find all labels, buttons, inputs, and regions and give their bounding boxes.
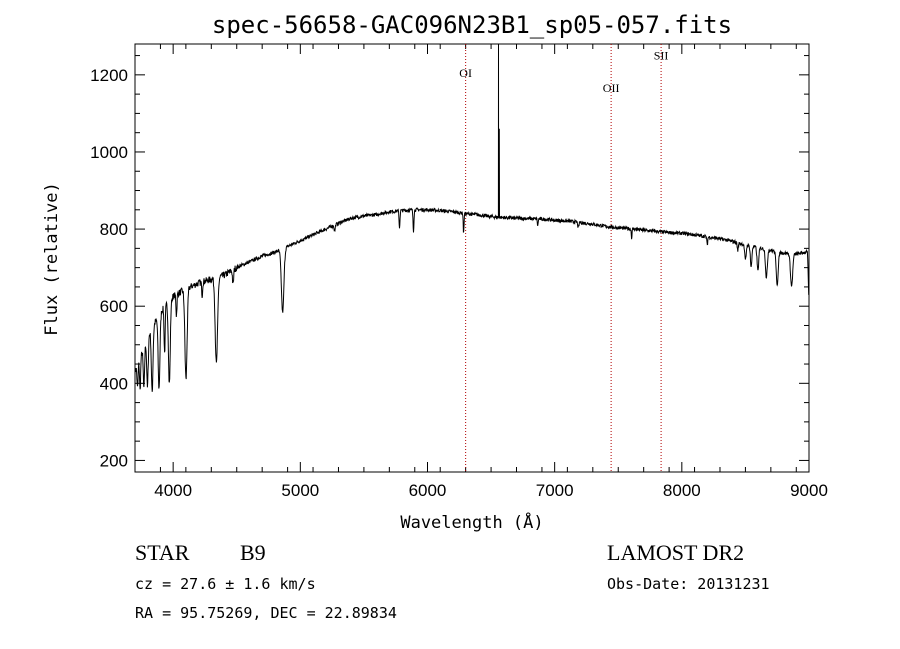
x-tick-label: 4000 [154,481,192,500]
y-tick-label: 200 [100,451,128,470]
plot-frame [134,43,810,473]
x-tick-label: 9000 [790,481,828,500]
object-subclass: B9 [240,540,266,565]
chart-title: spec-56658-GAC096N23B1_sp05-057.fits [212,11,732,39]
y-tick-label: 400 [100,374,128,393]
y-tick-label: 800 [100,220,128,239]
y-axis-label: Flux (relative) [42,182,62,336]
x-tick-label: 8000 [663,481,701,500]
x-tick-labels: 4000 5000 6000 7000 8000 9000 [154,481,828,500]
plot-area: 4000 5000 6000 7000 8000 9000 200 400 600 800 100… [90,43,828,500]
line-marker-label: OII [603,81,620,95]
observation-date: Obs-Date: 20131231 [607,575,770,593]
line-marker-label: SII [654,48,669,62]
y-tick-label: 1000 [90,143,128,162]
y-tick-label: 600 [100,297,128,316]
object-type: STAR [135,540,190,565]
x-tick-label: 6000 [409,481,447,500]
x-tick-label: 7000 [536,481,574,500]
survey-label: LAMOST DR2 [607,540,744,565]
emission-line-markers: OI OII SII [459,44,668,472]
redshift-readout: cz = 27.6 ± 1.6 km/s [135,575,316,593]
y-tick-label: 1200 [90,66,128,85]
x-axis-label: Wavelength (Å) [400,511,543,533]
line-marker-label: OI [459,66,472,80]
x-tick-label: 5000 [281,481,319,500]
coordinates-readout: RA = 95.75269, DEC = 22.89834 [135,604,397,622]
spectrum-line [134,43,810,392]
axis-ticks [134,44,810,472]
y-tick-labels: 200 400 600 800 1000 1200 [90,66,128,471]
